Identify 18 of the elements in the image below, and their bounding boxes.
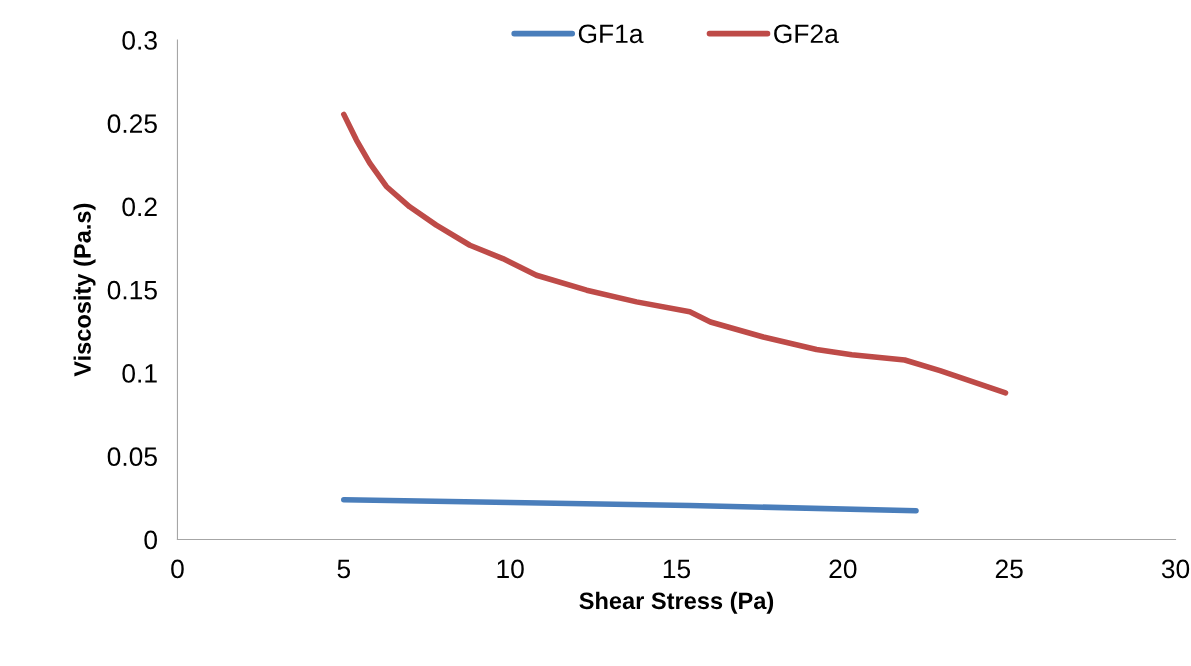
x-tick-label: 0	[171, 559, 184, 579]
x-tick-label: 25	[995, 559, 1023, 579]
y-tick-label: 0.2	[122, 197, 157, 217]
x-tick-label: 20	[829, 559, 857, 579]
x-tick-label: 30	[1161, 559, 1190, 579]
y-axis-title: Viscosity (Pa.s)	[73, 203, 96, 377]
y-tick-label: 0.3	[122, 31, 157, 50]
x-axis-title: Shear Stress (Pa)	[579, 591, 774, 614]
x-tick-label: 5	[337, 559, 351, 579]
y-tick-label: 0.1	[122, 364, 157, 383]
x-tick-label: 10	[497, 559, 524, 579]
legend-label: GF1a	[578, 24, 644, 44]
y-tick-label: 0	[144, 530, 157, 550]
y-tick-label: 0.05	[107, 447, 157, 467]
y-tick-label: 0.15	[107, 280, 157, 300]
y-tick-label: 0.25	[107, 114, 157, 134]
legend-label: GF2a	[774, 24, 839, 44]
x-tick-label: 15	[663, 559, 691, 579]
